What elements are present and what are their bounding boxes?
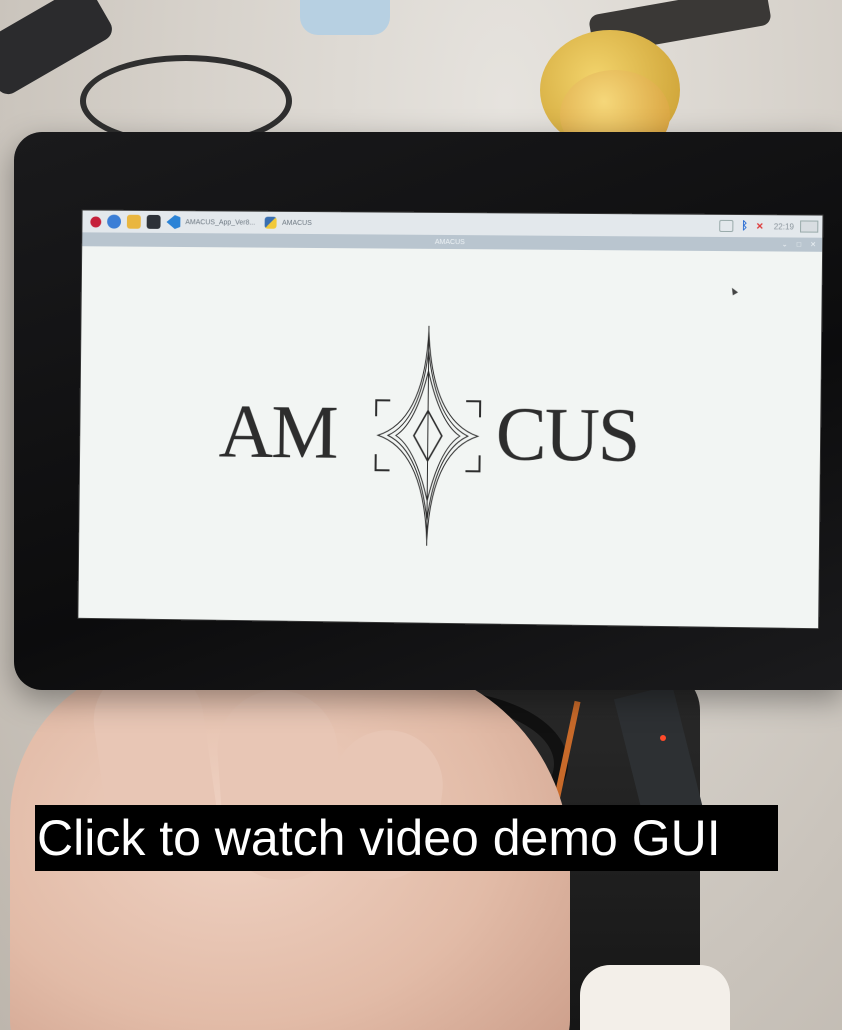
logo-text-right: CUS [495,391,638,480]
cpu-monitor-icon[interactable] [719,220,733,232]
system-tray: ᛒ ✕ 22:19 [719,220,822,233]
app-content: AM CUS [78,246,822,628]
vscode-icon[interactable] [166,215,180,229]
mouse-cursor-icon [729,286,738,295]
taskbar-task-vscode[interactable]: AMACUS_App_Ver8... [185,219,255,226]
minimize-icon[interactable]: ⌄ [782,241,788,248]
amacus-logo: AM CUS [218,319,680,554]
logo-star-emblem [367,320,489,551]
window-controls: ⌄ □ ✕ [782,237,817,251]
close-icon[interactable]: ✕ [810,241,816,248]
web-browser-icon[interactable] [107,215,121,229]
network-icon[interactable]: ✕ [756,222,764,231]
touch-screen: AMACUS_App_Ver8... AMACUS ᛒ ✕ 22:19 AMAC… [78,210,822,628]
board-led [660,735,666,741]
python-icon[interactable] [265,217,277,229]
maximize-icon[interactable]: □ [797,241,801,248]
terminal-icon[interactable] [147,215,161,229]
clock: 22:19 [774,222,794,231]
bluetooth-icon[interactable]: ᛒ [741,221,748,232]
eject-icon[interactable] [800,220,818,232]
tissue [580,965,730,1030]
cup [300,0,390,35]
window-title: AMACUS [435,238,465,245]
watch-video-caption[interactable]: Click to watch video demo GUI [35,805,778,871]
taskbar-task-amacus[interactable]: AMACUS [282,219,312,226]
raspberry-pi-menu-icon[interactable] [90,216,101,227]
logo-text-left: AM [218,389,337,477]
file-manager-icon[interactable] [127,215,141,229]
